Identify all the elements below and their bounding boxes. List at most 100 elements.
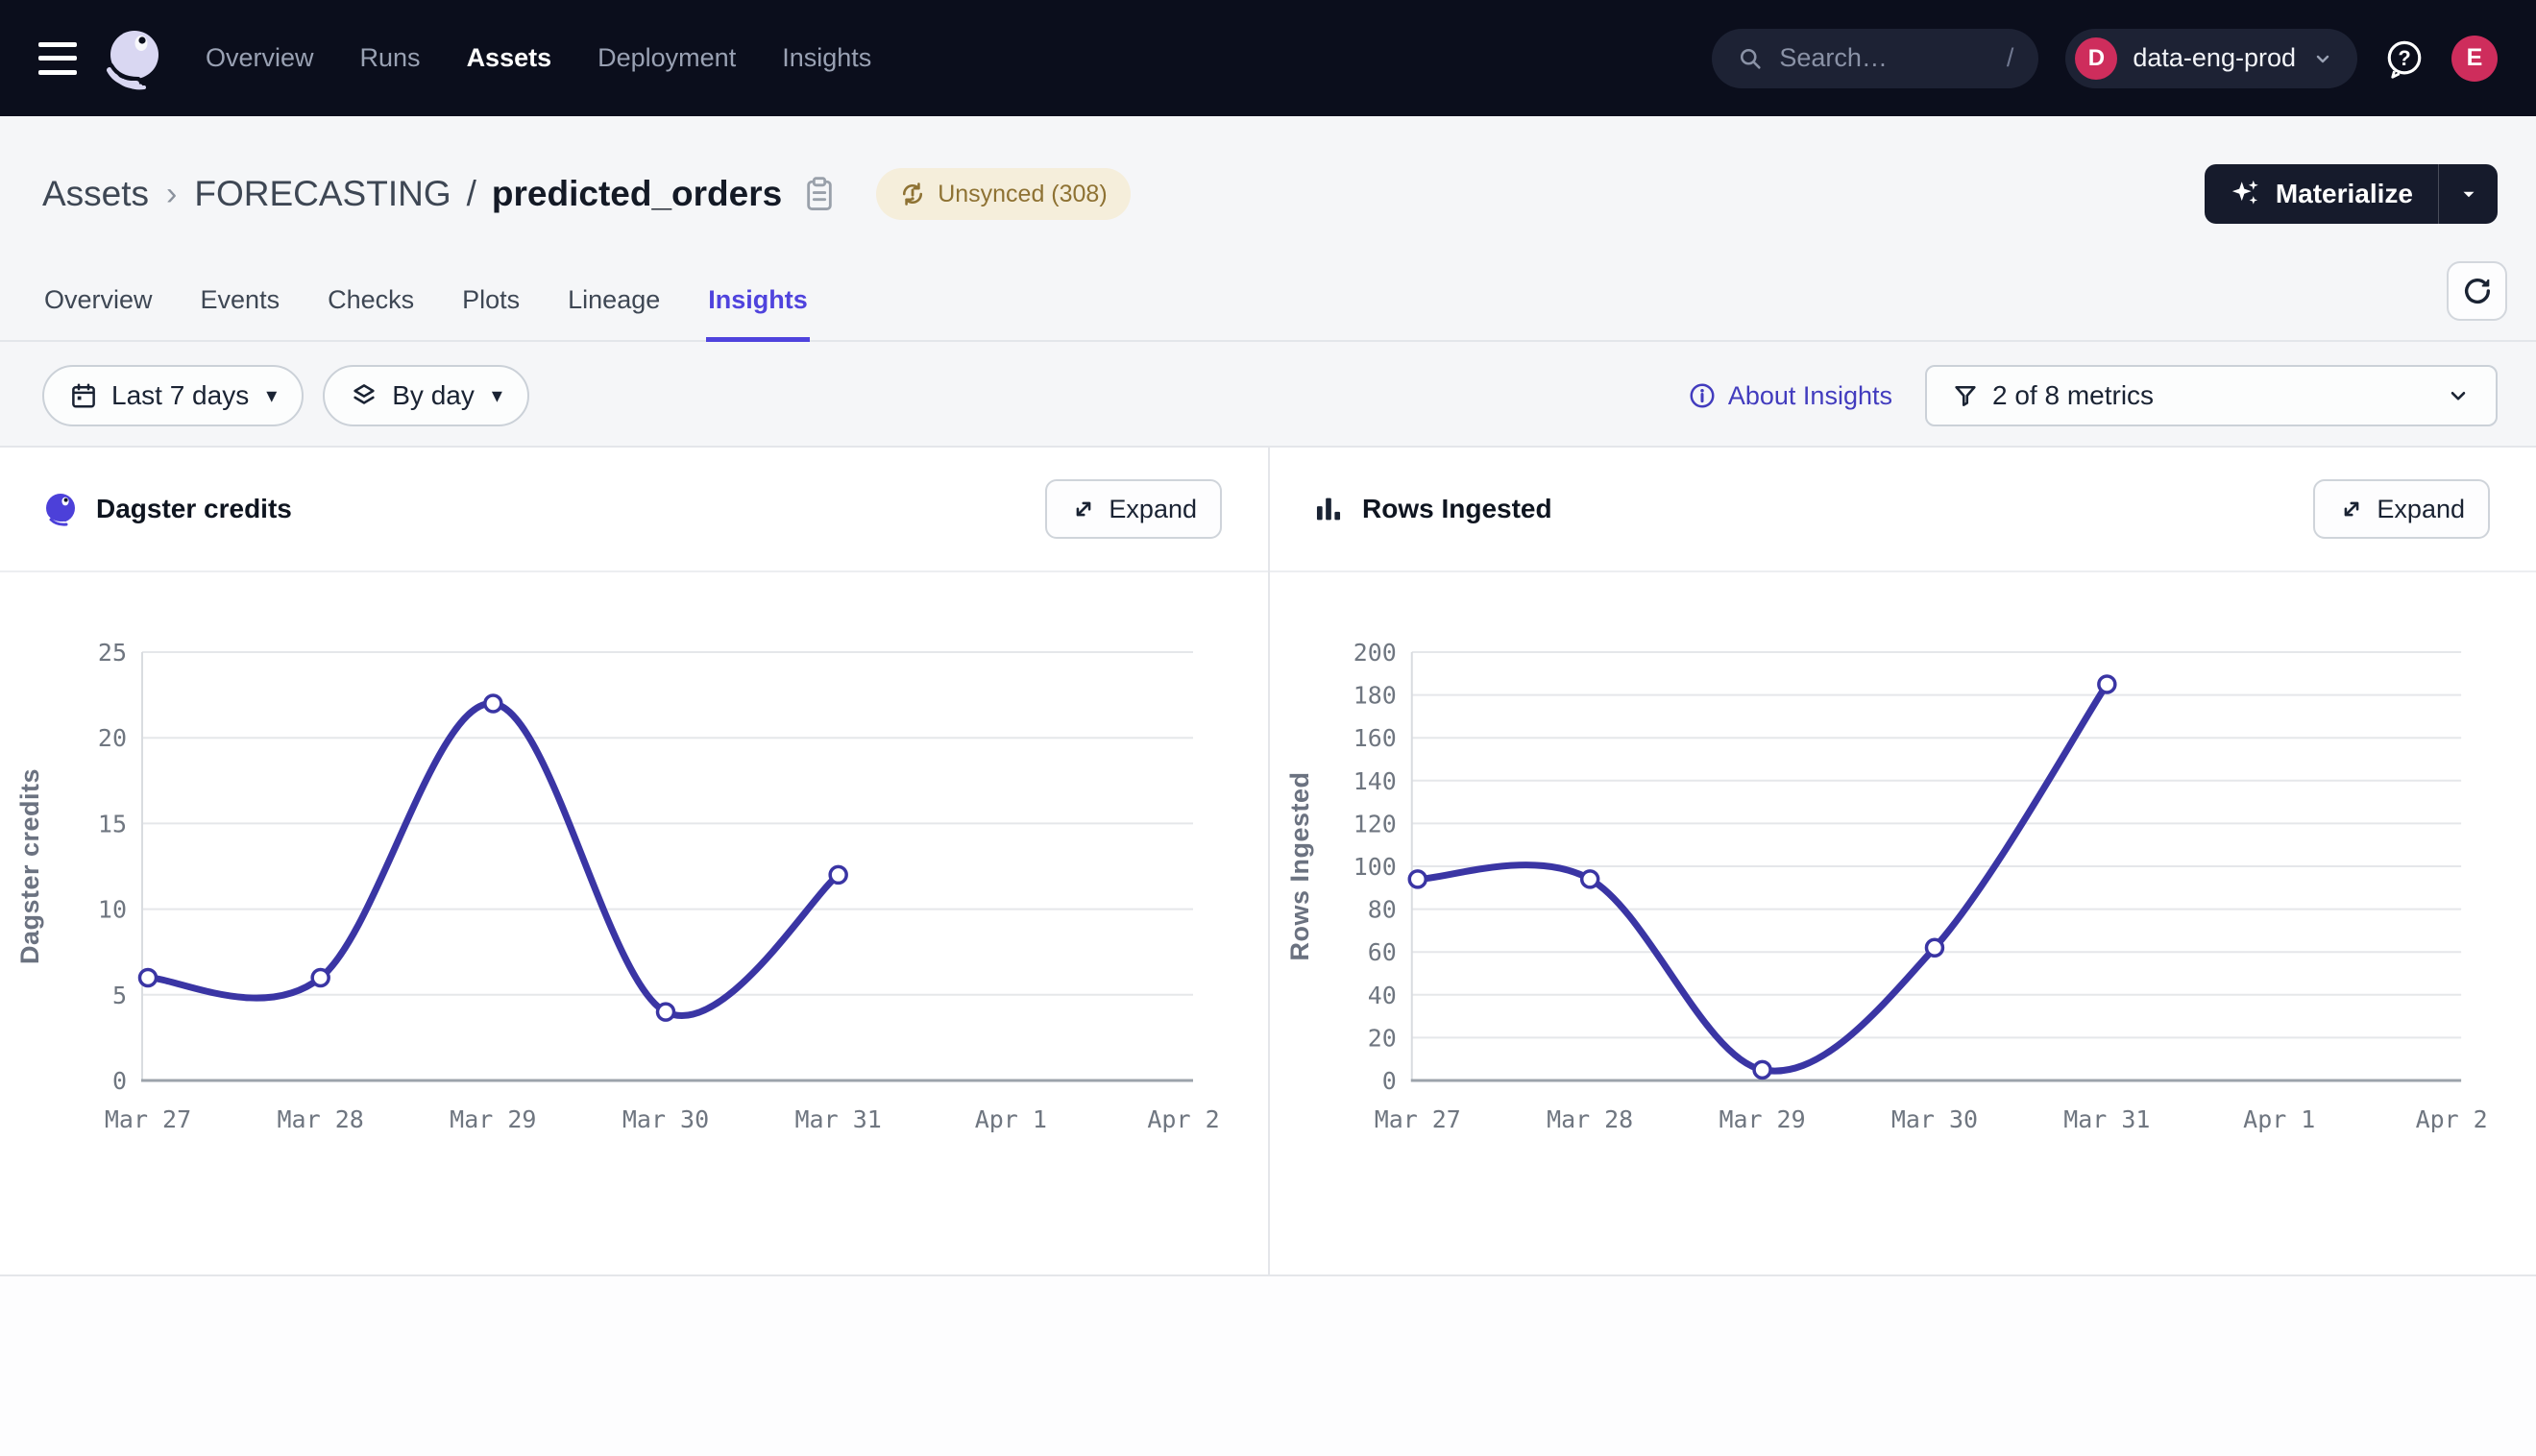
nav-item-overview[interactable]: Overview (206, 43, 314, 73)
nav-item-runs[interactable]: Runs (360, 43, 421, 73)
svg-text:Mar 29: Mar 29 (450, 1105, 536, 1133)
help-icon[interactable]: ? (2384, 38, 2425, 79)
tab-lineage[interactable]: Lineage (566, 278, 662, 340)
tab-insights[interactable]: Insights (706, 278, 810, 340)
svg-text:Mar 31: Mar 31 (795, 1105, 882, 1133)
svg-text:?: ? (2398, 46, 2410, 70)
expand-icon (1070, 496, 1097, 522)
svg-text:160: 160 (1353, 724, 1397, 752)
refresh-button[interactable] (2447, 261, 2507, 321)
chevron-down-icon (2446, 383, 2471, 408)
primary-nav: Overview Runs Assets Deployment Insights (206, 43, 871, 73)
status-badge-label: Unsynced (308) (938, 181, 1107, 208)
svg-text:180: 180 (1353, 682, 1397, 710)
search-icon (1737, 45, 1764, 72)
svg-text:Dagster credits: Dagster credits (15, 768, 44, 964)
page-bottom-whitespace (0, 1276, 2536, 1456)
breadcrumb-group-link[interactable]: FORECASTING (194, 174, 451, 214)
insights-filters: Last 7 days ▾ By day ▾ About Insights (0, 365, 2536, 426)
nav-right-cluster: / D data-eng-prod ? E (1712, 29, 2498, 88)
materialize-button[interactable]: Materialize (2205, 164, 2438, 224)
svg-text:Rows Ingested: Rows Ingested (1285, 772, 1314, 961)
hamburger-menu-icon[interactable] (38, 42, 77, 75)
chart-panel-dagster-credits: Dagster credits Expand 0 5 10 15 20 25 Mar 27 M… (0, 448, 1270, 1274)
layers-icon (350, 381, 378, 410)
asset-page-header: Assets › FORECASTING / predicted_orders (0, 116, 2536, 448)
svg-text:20: 20 (98, 724, 127, 752)
dagster-logo-icon[interactable] (102, 27, 165, 90)
svg-text:Mar 28: Mar 28 (278, 1105, 364, 1133)
about-insights-link[interactable]: About Insights (1688, 381, 1892, 411)
svg-text:Apr 2: Apr 2 (1147, 1105, 1219, 1133)
svg-text:60: 60 (1368, 938, 1397, 966)
svg-text:Mar 30: Mar 30 (622, 1105, 709, 1133)
clipboard-icon[interactable] (803, 176, 836, 212)
materialize-button-label: Materialize (2276, 179, 2413, 209)
unsynced-icon (899, 181, 926, 207)
svg-text:100: 100 (1353, 853, 1397, 881)
search-input[interactable] (1779, 43, 1990, 73)
svg-text:200: 200 (1353, 639, 1397, 667)
caret-down-icon: ▾ (492, 383, 502, 408)
bar-chart-icon (1312, 493, 1345, 525)
svg-text:Mar 29: Mar 29 (1719, 1105, 1805, 1133)
sparkles-icon (2230, 178, 2262, 210)
line-chart-rows-ingested[interactable]: 020406080100120140160180200Mar 27Mar 28M… (1270, 572, 2536, 1274)
dagster-logo-icon (42, 491, 79, 527)
granularity-label: By day (392, 380, 475, 411)
info-icon (1688, 381, 1717, 410)
svg-text:Mar 27: Mar 27 (1375, 1105, 1461, 1133)
chart-header: Dagster credits Expand (0, 448, 1268, 572)
svg-text:Mar 27: Mar 27 (105, 1105, 191, 1133)
svg-text:Apr 1: Apr 1 (975, 1105, 1047, 1133)
chart-panel-rows-ingested: Rows Ingested Expand 0 20 40 60 80 100 120 140 1… (1270, 448, 2536, 1274)
line-chart-dagster-credits[interactable]: 0 5 10 15 20 25 Mar 27 Mar 28 Mar 29 Mar 30 Mar 31… (0, 572, 1268, 1274)
expand-button[interactable]: Expand (1045, 479, 1222, 539)
breadcrumb: Assets › FORECASTING / predicted_orders (0, 162, 2536, 226)
deployment-name: data-eng-prod (2133, 43, 2296, 73)
svg-text:20: 20 (1368, 1024, 1397, 1052)
svg-text:0: 0 (112, 1067, 127, 1095)
svg-text:5: 5 (112, 982, 127, 1009)
nav-item-deployment[interactable]: Deployment (597, 43, 736, 73)
filter-funnel-icon (1952, 382, 1979, 409)
metrics-filter-select[interactable]: 2 of 8 metrics (1925, 365, 2498, 426)
breadcrumb-separator: / (467, 174, 476, 214)
status-badge[interactable]: Unsynced (308) (876, 168, 1130, 220)
tab-events[interactable]: Events (199, 278, 282, 340)
svg-text:Apr 2: Apr 2 (2416, 1105, 2488, 1133)
materialize-split-button: Materialize (2205, 164, 2498, 224)
date-range-filter[interactable]: Last 7 days ▾ (42, 365, 304, 426)
expand-button-label: Expand (2377, 495, 2465, 524)
svg-text:Apr 1: Apr 1 (2243, 1105, 2315, 1133)
granularity-filter[interactable]: By day ▾ (323, 365, 529, 426)
nav-item-assets[interactable]: Assets (467, 43, 552, 73)
svg-text:120: 120 (1353, 810, 1397, 837)
tab-plots[interactable]: Plots (460, 278, 522, 340)
svg-text:140: 140 (1353, 767, 1397, 795)
svg-text:25: 25 (98, 639, 127, 667)
chart-title: Rows Ingested (1362, 494, 1552, 524)
insights-charts-grid: Dagster credits Expand 0 5 10 15 20 25 Mar 27 M… (0, 448, 2536, 1276)
global-search[interactable]: / (1712, 29, 2038, 88)
svg-text:40: 40 (1368, 982, 1397, 1009)
svg-text:Mar 30: Mar 30 (1891, 1105, 1978, 1133)
materialize-dropdown-button[interactable] (2438, 164, 2498, 224)
nav-item-insights[interactable]: Insights (782, 43, 871, 73)
date-range-label: Last 7 days (111, 380, 249, 411)
deployment-initial-badge: D (2075, 37, 2117, 80)
svg-text:0: 0 (1382, 1067, 1397, 1095)
top-nav-bar: Overview Runs Assets Deployment Insights… (0, 0, 2536, 116)
metrics-select-value: 2 of 8 metrics (1992, 380, 2154, 411)
search-shortcut-hint: / (2007, 43, 2014, 73)
expand-button[interactable]: Expand (2313, 479, 2490, 539)
svg-text:10: 10 (98, 896, 127, 924)
calendar-icon (69, 381, 98, 410)
breadcrumb-assets-link[interactable]: Assets (42, 174, 149, 214)
tab-checks[interactable]: Checks (326, 278, 416, 340)
svg-text:15: 15 (98, 810, 127, 837)
user-avatar[interactable]: E (2451, 36, 2498, 82)
tab-overview[interactable]: Overview (42, 278, 155, 340)
svg-text:80: 80 (1368, 896, 1397, 924)
deployment-switcher[interactable]: D data-eng-prod (2065, 29, 2357, 88)
